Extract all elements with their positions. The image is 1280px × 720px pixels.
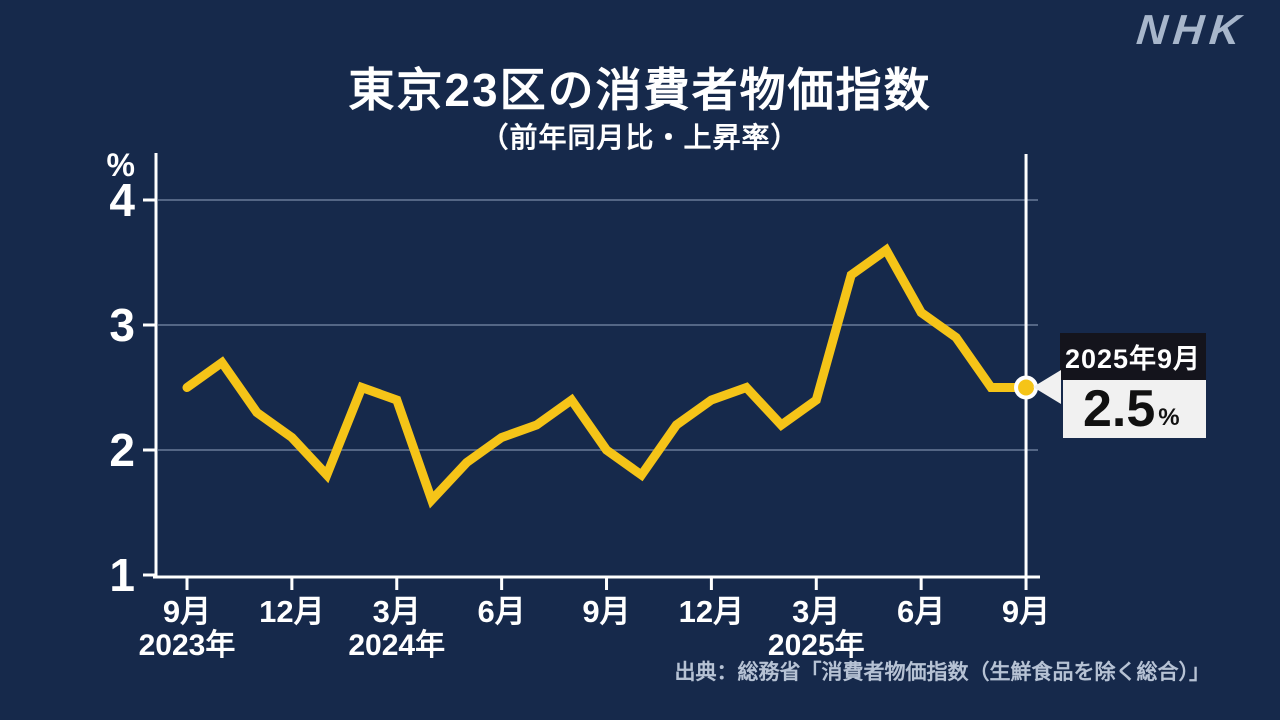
- callout-unit: %: [1158, 404, 1180, 431]
- cpi-line-series: [182, 243, 1031, 509]
- y-tick-label-3: 3: [109, 299, 135, 351]
- x-tick-label-2025-06: 6月: [897, 594, 945, 629]
- x-tick-label-2025-03: 3月: [792, 594, 840, 629]
- year-label-2025年: 2025年: [768, 629, 865, 662]
- callout-value: 2.5: [1083, 380, 1156, 438]
- x-tick-label-2024-03: 3月: [373, 594, 421, 629]
- source-credit: 出典：総務省「消費者物価指数（生鮮食品を除く総合）」: [674, 661, 1211, 684]
- y-tick-label-4: 4: [109, 174, 135, 226]
- chart-subtitle: （前年同月比・上昇率）: [480, 122, 800, 153]
- x-tick-label-2024-09: 9月: [582, 594, 630, 629]
- year-label-2023年: 2023年: [139, 629, 236, 662]
- x-tick-label-2025-09: 9月: [1002, 594, 1050, 629]
- callout-value-box: 2.5 %: [1063, 380, 1206, 438]
- callout-arrow-icon: [1033, 370, 1061, 404]
- latest-value-callout: 2025年9月 2.5 %: [1033, 333, 1206, 438]
- chart-title: 東京23区の消費者物価指数: [348, 64, 932, 116]
- x-tick-label-2024-12: 12月: [679, 594, 744, 629]
- year-label-2024年: 2024年: [348, 629, 445, 662]
- y-axis-unit-label: %: [107, 147, 135, 183]
- x-tick-label-2023-09: 9月: [163, 594, 211, 629]
- x-tick-label-2024-06: 6月: [478, 594, 526, 629]
- x-tick-label-2023-12: 12月: [259, 594, 324, 629]
- callout-date-label: 2025年9月: [1060, 333, 1206, 380]
- y-tick-label-1: 1: [109, 549, 135, 601]
- y-tick-label-2: 2: [109, 424, 135, 476]
